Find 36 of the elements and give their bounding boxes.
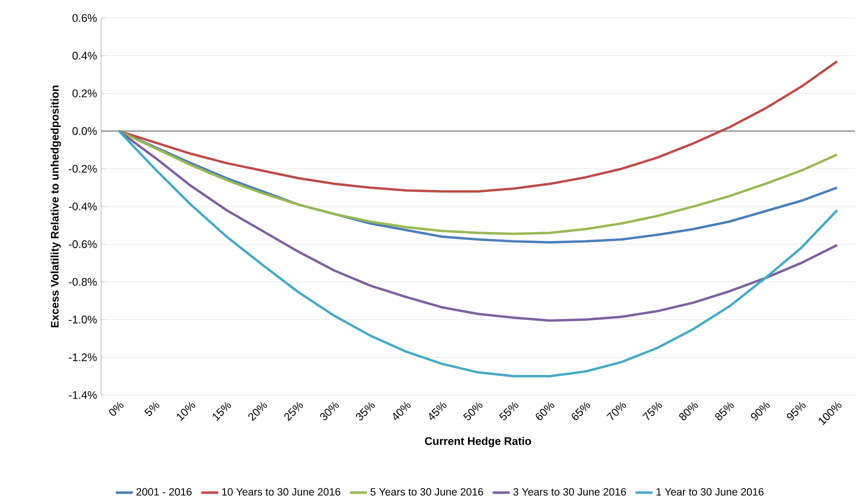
y-tick-label: -0.4% (68, 202, 97, 210)
y-tick-label: -0.2% (68, 164, 97, 173)
y-tick-label: -1.0% (68, 316, 97, 324)
y-tick-label: 0.0% (72, 127, 97, 135)
x-tick-label: 75% (642, 402, 662, 420)
x-tick-label: 60% (536, 402, 554, 420)
x-tick-label: 65% (572, 402, 590, 420)
x-axis-title: Current Hedge Ratio (424, 436, 532, 448)
x-tick-label: 45% (429, 402, 447, 420)
y-tick-label: -0.6% (68, 240, 97, 248)
y-tick-label: -1.2% (68, 353, 97, 362)
x-tick-label: 0% (109, 402, 124, 416)
legend-label: 3 Years to 30 June 2016 (513, 488, 626, 496)
y-tick-label: -0.8% (68, 278, 97, 286)
line-series (118, 130, 838, 322)
legend-label: 2001 - 2016 (136, 488, 192, 496)
x-tick-label: 70% (606, 402, 626, 420)
x-tick-label: 80% (679, 402, 698, 420)
x-tick-label: 35% (356, 402, 375, 420)
x-tick-label: 55% (499, 402, 518, 420)
y-tick-label: 0.4% (72, 52, 97, 60)
legend-label: 10 Years to 30 June 2016 (222, 488, 340, 496)
x-tick-label: 50% (463, 402, 482, 420)
x-tick-label: 30% (320, 402, 339, 420)
x-tick-label: 40% (393, 402, 411, 420)
y-tick-label: -1.4% (68, 391, 97, 399)
x-tick-label: 95% (786, 402, 806, 420)
y-tick-label: 0.2% (72, 89, 97, 98)
x-tick-label: 5% (144, 402, 160, 416)
x-tick-label: 90% (750, 402, 770, 420)
legend-label: 1 Year to 30 June 2016 (656, 488, 764, 496)
y-tick-label: 0.6% (72, 14, 97, 22)
y-axis-title: Excess Volatility Relative to unhedgedposition (50, 86, 61, 328)
line-series (118, 130, 838, 378)
x-tick-label: 85% (715, 402, 734, 420)
legend-label: 5 Years to 30 June 2016 (370, 488, 484, 496)
